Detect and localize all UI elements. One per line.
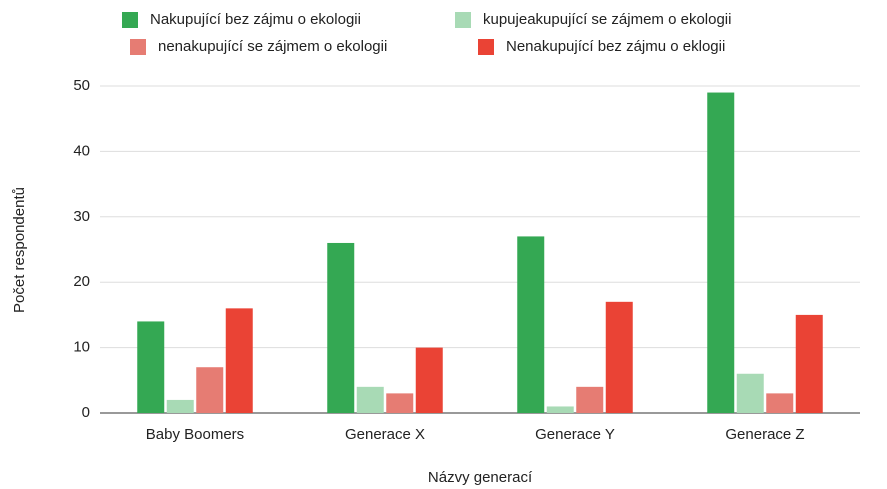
- legend-swatch: [455, 12, 471, 28]
- bar: [386, 393, 414, 413]
- x-tick-label: Generace X: [345, 426, 425, 443]
- legend-label: kupujeakupující se zájmem o ekologii: [483, 11, 731, 28]
- bar: [736, 373, 764, 413]
- legend-label: nenakupující se zájmem o ekologii: [158, 38, 387, 55]
- bar: [576, 386, 604, 413]
- y-tick-label: 30: [73, 208, 90, 225]
- bar: [795, 314, 823, 413]
- legend-label: Nakupující bez zájmu o ekologii: [150, 11, 361, 28]
- legend-swatch: [478, 39, 494, 55]
- bar: [766, 393, 794, 413]
- x-tick-label: Generace Z: [725, 426, 804, 443]
- bar: [517, 236, 545, 413]
- x-tick-label: Generace Y: [535, 426, 615, 443]
- legend-swatch: [122, 12, 138, 28]
- bar: [356, 386, 384, 413]
- legend-label: Nenakupující bez zájmu o eklogii: [506, 38, 725, 55]
- bar: [137, 321, 165, 413]
- bar: [605, 301, 633, 413]
- bar: [707, 92, 735, 413]
- bar: [546, 406, 574, 413]
- bar: [225, 308, 253, 413]
- bar: [166, 399, 194, 413]
- y-tick-label: 10: [73, 339, 90, 356]
- y-tick-label: 50: [73, 77, 90, 94]
- y-tick-label: 0: [82, 404, 90, 421]
- bar: [196, 367, 224, 413]
- y-tick-label: 20: [73, 273, 90, 290]
- x-tick-label: Baby Boomers: [146, 426, 244, 443]
- y-tick-label: 40: [73, 142, 90, 159]
- bar: [327, 242, 355, 413]
- bar: [415, 347, 443, 413]
- legend-swatch: [130, 39, 146, 55]
- y-axis-label: Počet respondentů: [11, 187, 28, 313]
- x-axis-label: Názvy generací: [428, 469, 533, 486]
